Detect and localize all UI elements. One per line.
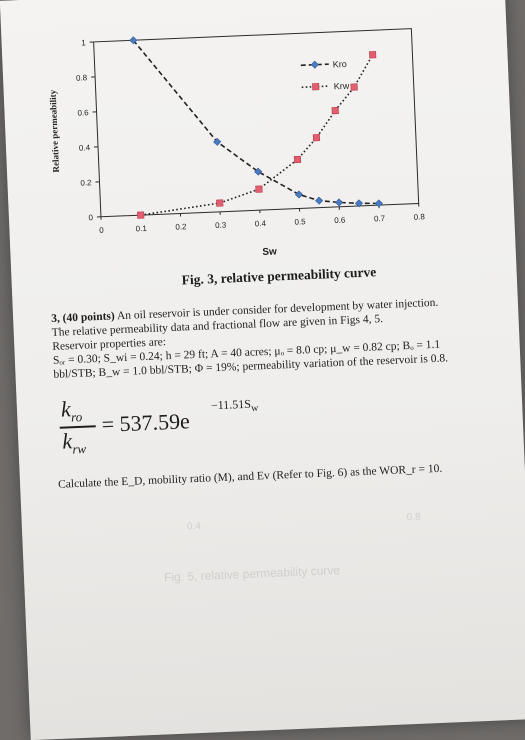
denominator-k: k	[62, 428, 73, 453]
formula-rhs: = 537.59e	[101, 408, 190, 438]
data-point-krw	[294, 156, 301, 163]
data-point-kro	[315, 197, 322, 204]
y-tick-label: 1	[81, 38, 86, 47]
x-tick-label: 0.7	[374, 214, 386, 223]
figure-caption: Fig. 3, relative permeability curve	[181, 265, 376, 286]
legend-marker-kro	[311, 61, 318, 68]
exponent-text: −11.51S	[211, 397, 252, 413]
x-tick-label: 0.1	[135, 224, 147, 233]
formula-denominator: krw	[62, 428, 87, 458]
data-point-kro	[375, 200, 382, 207]
y-tick-label: 0.6	[77, 108, 89, 117]
x-tick-label: 0.4	[255, 219, 267, 228]
data-point-krw	[369, 51, 376, 58]
relative-permeability-chart: 0 0.2 0.4 0.6 0.8 1 0 0.1 0.2 0.3 0.4 0.5 0.6 0.7 0.8 S…	[0, 0, 516, 271]
numerator-k: k	[60, 396, 71, 421]
permeability-ratio-formula: kro krw = 537.59e −11.51Sw	[54, 386, 317, 467]
bleed-through-tick-a: 0.4	[187, 521, 201, 533]
y-tick-label: 0.2	[80, 178, 92, 187]
data-point-kro	[295, 191, 302, 198]
y-tick-label: 0	[88, 213, 93, 222]
y-tick-label: 0.4	[79, 143, 91, 152]
exponent-sub: w	[251, 403, 259, 414]
x-axis-label: Sw	[262, 246, 277, 258]
numerator-sub: ro	[71, 409, 83, 424]
data-point-krw	[351, 84, 358, 91]
x-tick-label: 0.8	[413, 212, 425, 221]
data-point-krw	[313, 134, 320, 141]
legend-marker-krw	[312, 83, 319, 90]
x-tick-label: 0.3	[215, 221, 227, 230]
x-tick-label: 0	[99, 226, 104, 235]
bleed-through-caption: Fig. 5, relative permeability curve	[164, 563, 341, 584]
data-point-krw	[216, 200, 223, 207]
question-line: Calculate the E_D, mobility ratio (M), a…	[58, 463, 443, 492]
data-point-krw	[256, 186, 263, 193]
y-axis-label: Relative permeability	[48, 89, 61, 173]
x-tick-label: 0.2	[175, 222, 187, 231]
denominator-sub: rw	[72, 441, 86, 457]
formula-exponent: −11.51Sw	[211, 396, 259, 415]
problem-heading: 3, (40 points)	[51, 310, 115, 325]
legend-label-kro: Kro	[333, 59, 347, 70]
data-point-kro	[335, 199, 342, 206]
data-point-krw	[137, 212, 144, 219]
legend-label-krw: Krw	[333, 81, 349, 92]
bleed-through-tick-b: 0.8	[407, 512, 421, 524]
x-tick-label: 0.6	[334, 216, 346, 225]
x-tick-label: 0.5	[294, 217, 306, 226]
data-point-krw	[332, 107, 339, 114]
formula-numerator: kro	[60, 396, 82, 426]
y-tick-label: 0.8	[76, 73, 88, 82]
